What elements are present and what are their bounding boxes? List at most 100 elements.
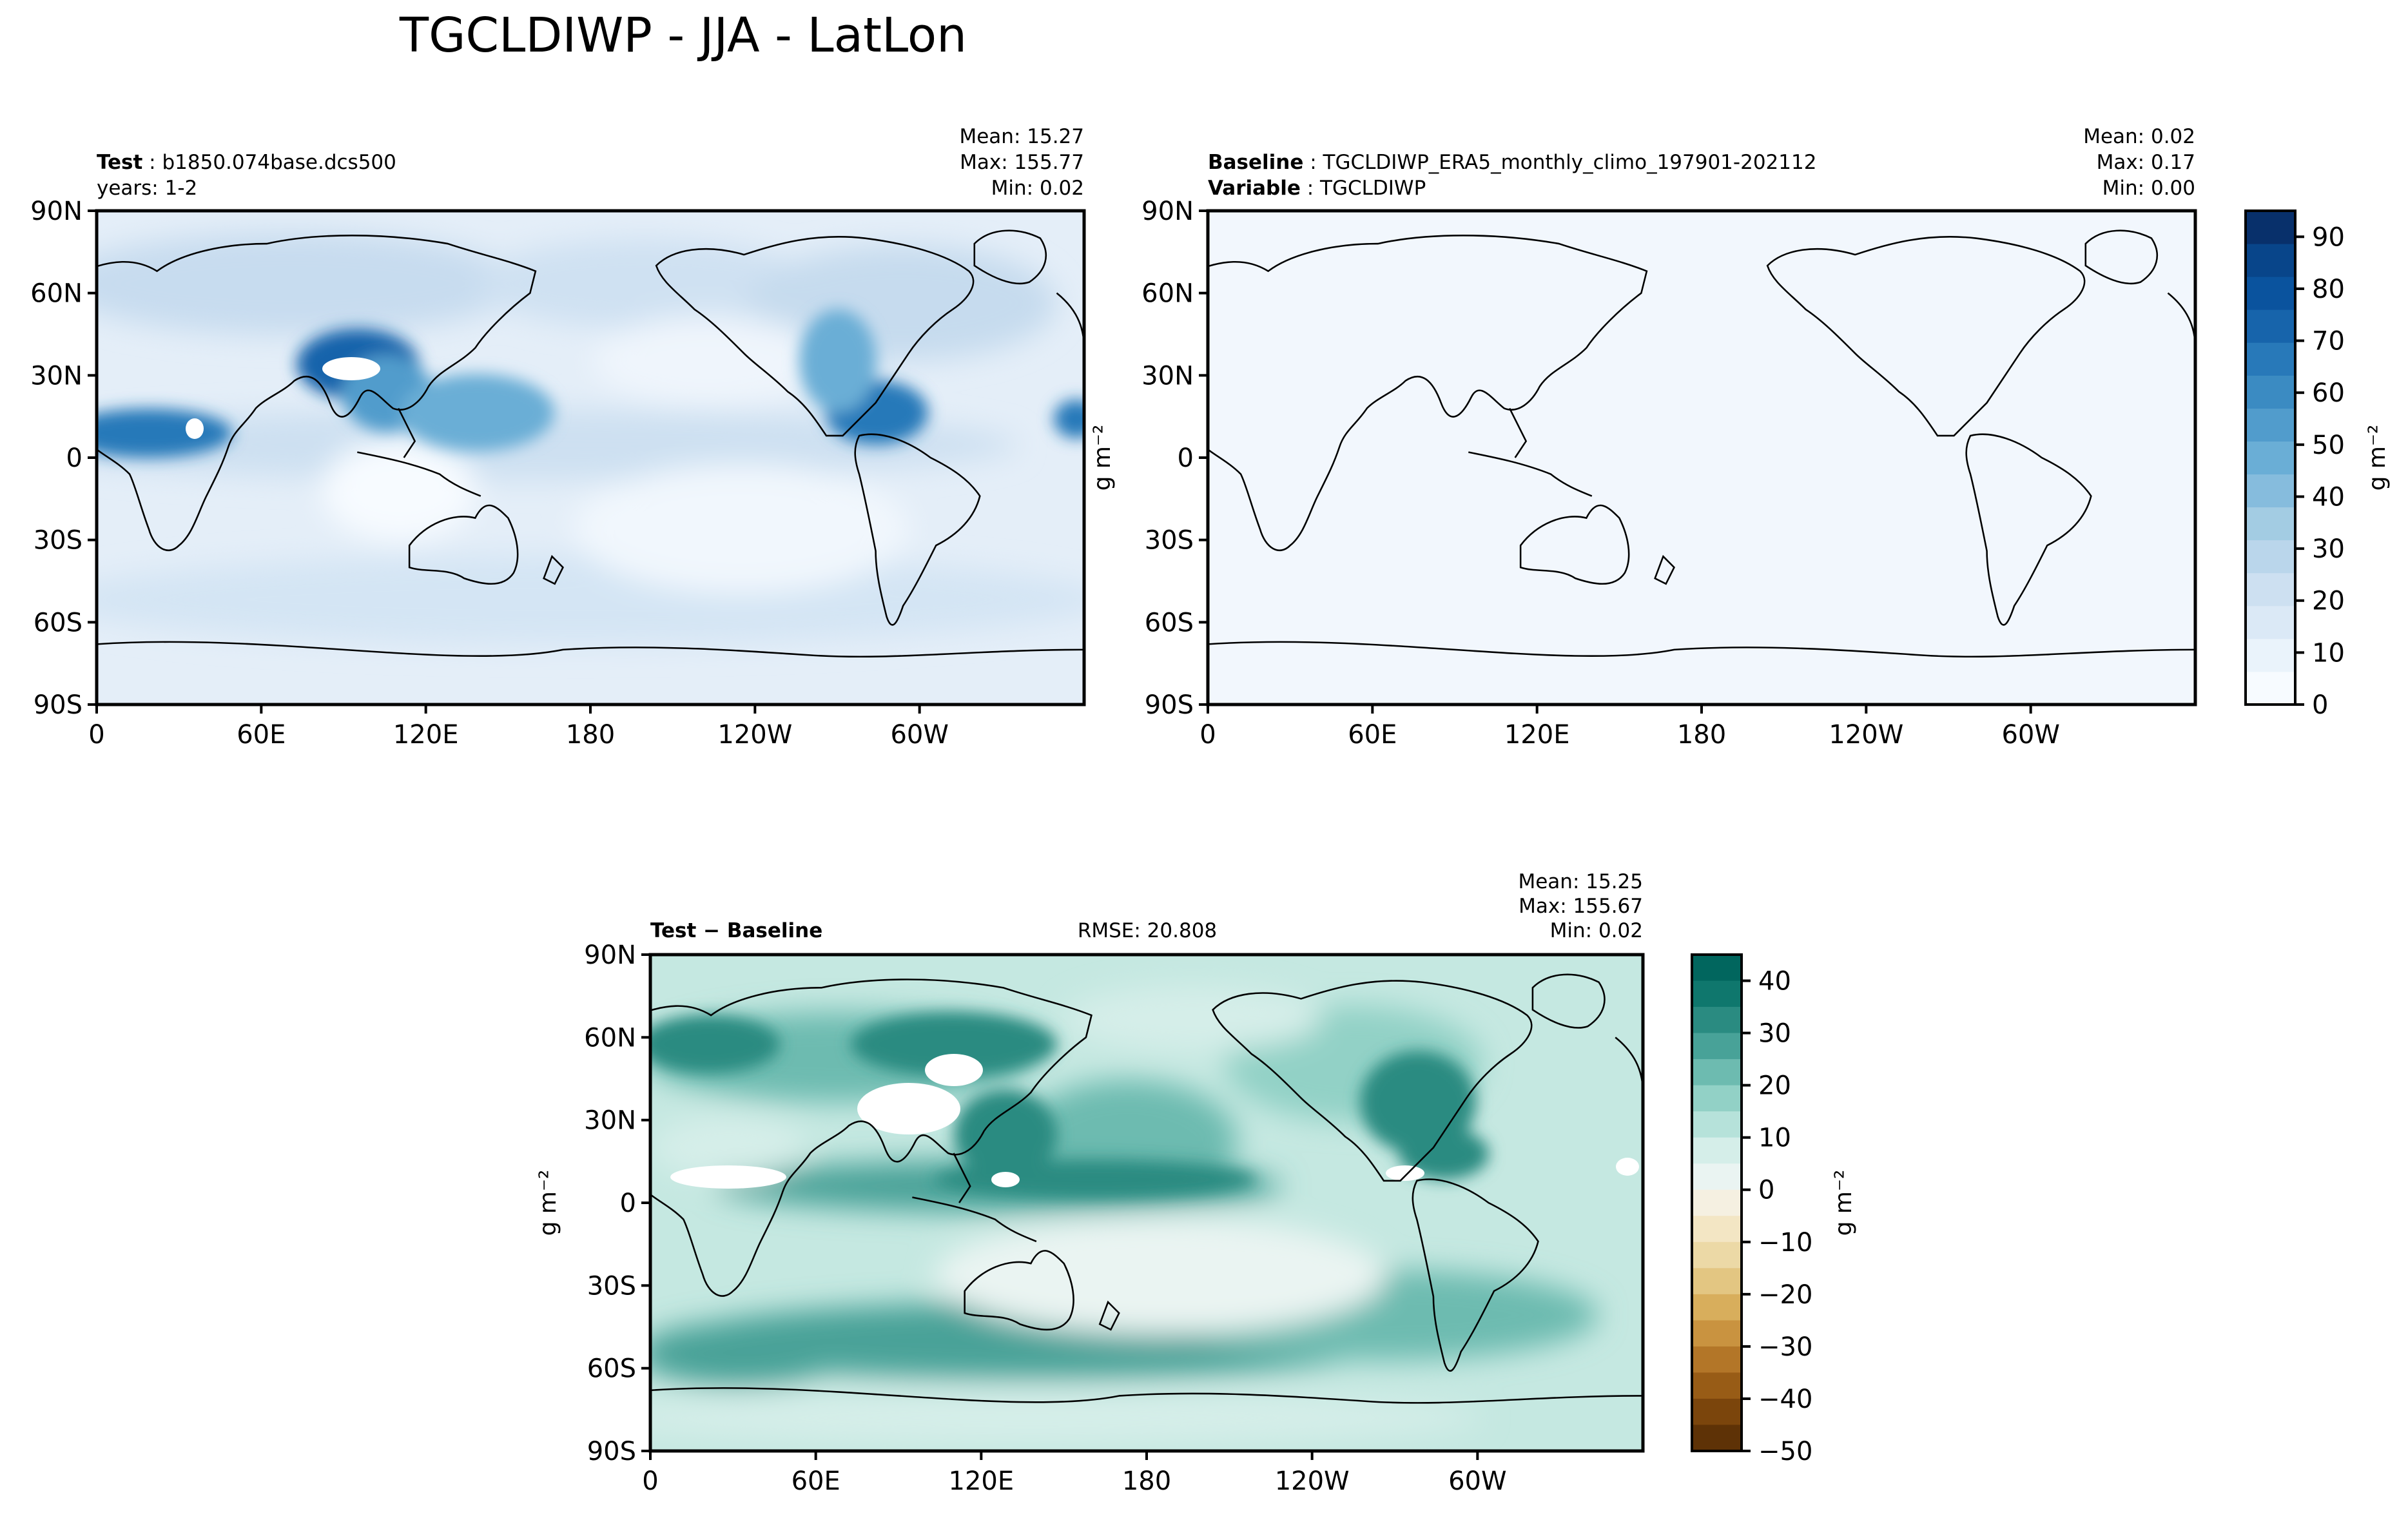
main-colorbar-tick-label: 0 [2312, 690, 2328, 720]
baseline-lat-tick-label: 30N [1141, 361, 1194, 391]
diff-colorbar-swatch [1692, 1294, 1742, 1321]
baseline-header: Baseline : TGCLDIWP_ERA5_monthly_climo_1… [1208, 151, 1816, 174]
baseline-lat-tick-label: 60N [1141, 279, 1194, 309]
diff-lon-tick-label: 60W [1448, 1466, 1506, 1496]
main-colorbar-swatch [2246, 408, 2295, 442]
test-map [97, 211, 1084, 705]
baseline-map [1208, 211, 2195, 705]
main-colorbar-swatch [2246, 540, 2295, 574]
baseline-stat-max: Max: 0.17 [2097, 151, 2195, 174]
main-colorbar-tick-label: 80 [2312, 275, 2345, 304]
diff-colorbar-tick-label: 20 [1758, 1071, 1791, 1101]
diff-lat-tick-label: 30N [584, 1106, 636, 1136]
main-colorbar-tick-label: 20 [2312, 587, 2345, 616]
diff-colorbar-tick-label: −10 [1758, 1228, 1812, 1258]
diff-colorbar-swatch [1692, 1425, 1742, 1452]
diff-colorbar-units: g m⁻² [1830, 1170, 1857, 1236]
test-stat-mean: Mean: 15.27 [959, 125, 1084, 148]
test-lat-tick-label: 90N [30, 197, 83, 226]
baseline-stat-min: Min: 0.00 [2102, 177, 2195, 200]
test-lat-tick-label: 30S [34, 526, 83, 556]
main-colorbar: 0 10 20 30 40 50 60 70 80 90 g m⁻² [2244, 209, 2391, 720]
baseline-lon-tick-label: 60W [2001, 720, 2059, 750]
diff-colorbar-swatch [1692, 1085, 1742, 1112]
diff-colorbar-swatch [1692, 1111, 1742, 1138]
diff-colorbar: 40 30 20 10 0 −10 −20 −30 −40 −50 g m⁻² [1691, 953, 1857, 1466]
diff-colorbar-swatch [1692, 955, 1742, 982]
baseline-variable-value: TGCLDIWP [1319, 177, 1426, 200]
main-colorbar-swatch [2246, 507, 2295, 541]
diff-lat-tick-label: 90S [587, 1437, 636, 1466]
baseline-lon-tick-label: 180 [1677, 720, 1726, 750]
diff-colorbar-tick-label: 0 [1758, 1176, 1774, 1205]
baseline-case: TGCLDIWP_ERA5_monthly_climo_197901-20211… [1323, 151, 1817, 174]
baseline-stat-mean: Mean: 0.02 [2083, 125, 2195, 148]
baseline-lat-tick-label: 60S [1145, 608, 1194, 637]
diff-lat-tick-label: 60N [584, 1023, 636, 1053]
baseline-lat-tick-label: 90S [1145, 690, 1194, 720]
main-colorbar-swatch [2246, 572, 2295, 607]
test-lon-tick-label: 120W [717, 720, 792, 750]
diff-lon-tick-label: 180 [1122, 1466, 1171, 1496]
diff-map [650, 955, 1643, 1451]
main-colorbar-swatch [2246, 244, 2295, 277]
diff-colorbar-frame [1691, 953, 1743, 1452]
diff-colorbar-ticks: 40 30 20 10 0 −10 −20 −30 −40 −50 [1742, 967, 1812, 1466]
main-colorbar-swatch [2246, 342, 2295, 376]
diff-colorbar-swatch [1692, 1241, 1742, 1269]
diff-colorbar-swatch [1692, 1320, 1742, 1347]
main-colorbar-swatch [2246, 277, 2295, 310]
test-header: Test : b1850.074base.dcs500 [97, 151, 396, 174]
diff-stat-min: Min: 0.02 [1550, 919, 1643, 942]
test-label: Test [97, 151, 143, 174]
diff-colorbar-tick-label: −50 [1758, 1437, 1812, 1466]
baseline-variable-label: Variable [1208, 177, 1301, 200]
diff-colorbar-swatch [1692, 1189, 1742, 1216]
main-colorbar-swatch [2246, 441, 2295, 475]
main-colorbar-tick-label: 50 [2312, 431, 2345, 460]
diff-colorbar-swatch [1692, 1216, 1742, 1243]
test-lat-tick-label: 90S [34, 690, 83, 720]
diff-lon-tick-label: 120W [1275, 1466, 1350, 1496]
test-lon-tick-label: 0 [88, 720, 104, 750]
main-colorbar-swatch [2246, 671, 2295, 705]
figure-title: TGCLDIWP - JJA - LatLon [399, 8, 967, 63]
test-lon-tick-label: 60W [890, 720, 948, 750]
diff-colorbar-swatch [1692, 1398, 1742, 1425]
baseline-lon-tick-label: 120E [1504, 720, 1570, 750]
baseline-map-background [1208, 211, 2195, 705]
diff-colorbar-swatch [1692, 1163, 1742, 1191]
baseline-lat-tick-label: 30S [1145, 526, 1194, 556]
test-colorbar-units: g m⁻² [1089, 425, 1116, 491]
baseline-separator: : [1303, 151, 1323, 174]
test-lat-tick-label: 0 [66, 443, 83, 473]
test-lat-tick-label: 60N [30, 279, 83, 309]
diff-stat-mean: Mean: 15.25 [1518, 870, 1643, 893]
diff-colorbar-swatch [1692, 1033, 1742, 1060]
baseline-lat-tick-label: 0 [1178, 443, 1194, 473]
baseline-lat-tick-label: 90N [1141, 197, 1194, 226]
test-panel: Test : b1850.074base.dcs500 years: 1-2 M… [30, 125, 1116, 750]
baseline-variable-separator: : [1301, 177, 1320, 200]
baseline-lon-tick-label: 0 [1199, 720, 1216, 750]
main-colorbar-tick-label: 30 [2312, 534, 2345, 564]
diff-colorbar-tick-label: −40 [1758, 1385, 1812, 1414]
test-missing-tibet [322, 357, 380, 380]
main-colorbar-frame [2244, 209, 2296, 706]
test-case: b1850.074base.dcs500 [162, 151, 396, 174]
main-colorbar-swatch [2246, 474, 2295, 508]
diff-colorbar-swatch [1692, 1372, 1742, 1399]
diff-label: Test − Baseline [650, 919, 822, 942]
baseline-lon-tick-label: 120W [1829, 720, 1903, 750]
diff-colorbar-swatches [1692, 955, 1742, 1452]
baseline-panel: Baseline : TGCLDIWP_ERA5_monthly_climo_1… [1141, 125, 2197, 750]
main-colorbar-swatch [2246, 211, 2295, 244]
baseline-variable: Variable : TGCLDIWP [1208, 177, 1426, 200]
diff-lat-tick-label: 90N [584, 940, 636, 970]
diff-colorbar-swatch [1692, 1268, 1742, 1295]
diff-colorbar-tick-label: −20 [1758, 1280, 1812, 1310]
test-lon-tick-label: 60E [237, 720, 286, 750]
